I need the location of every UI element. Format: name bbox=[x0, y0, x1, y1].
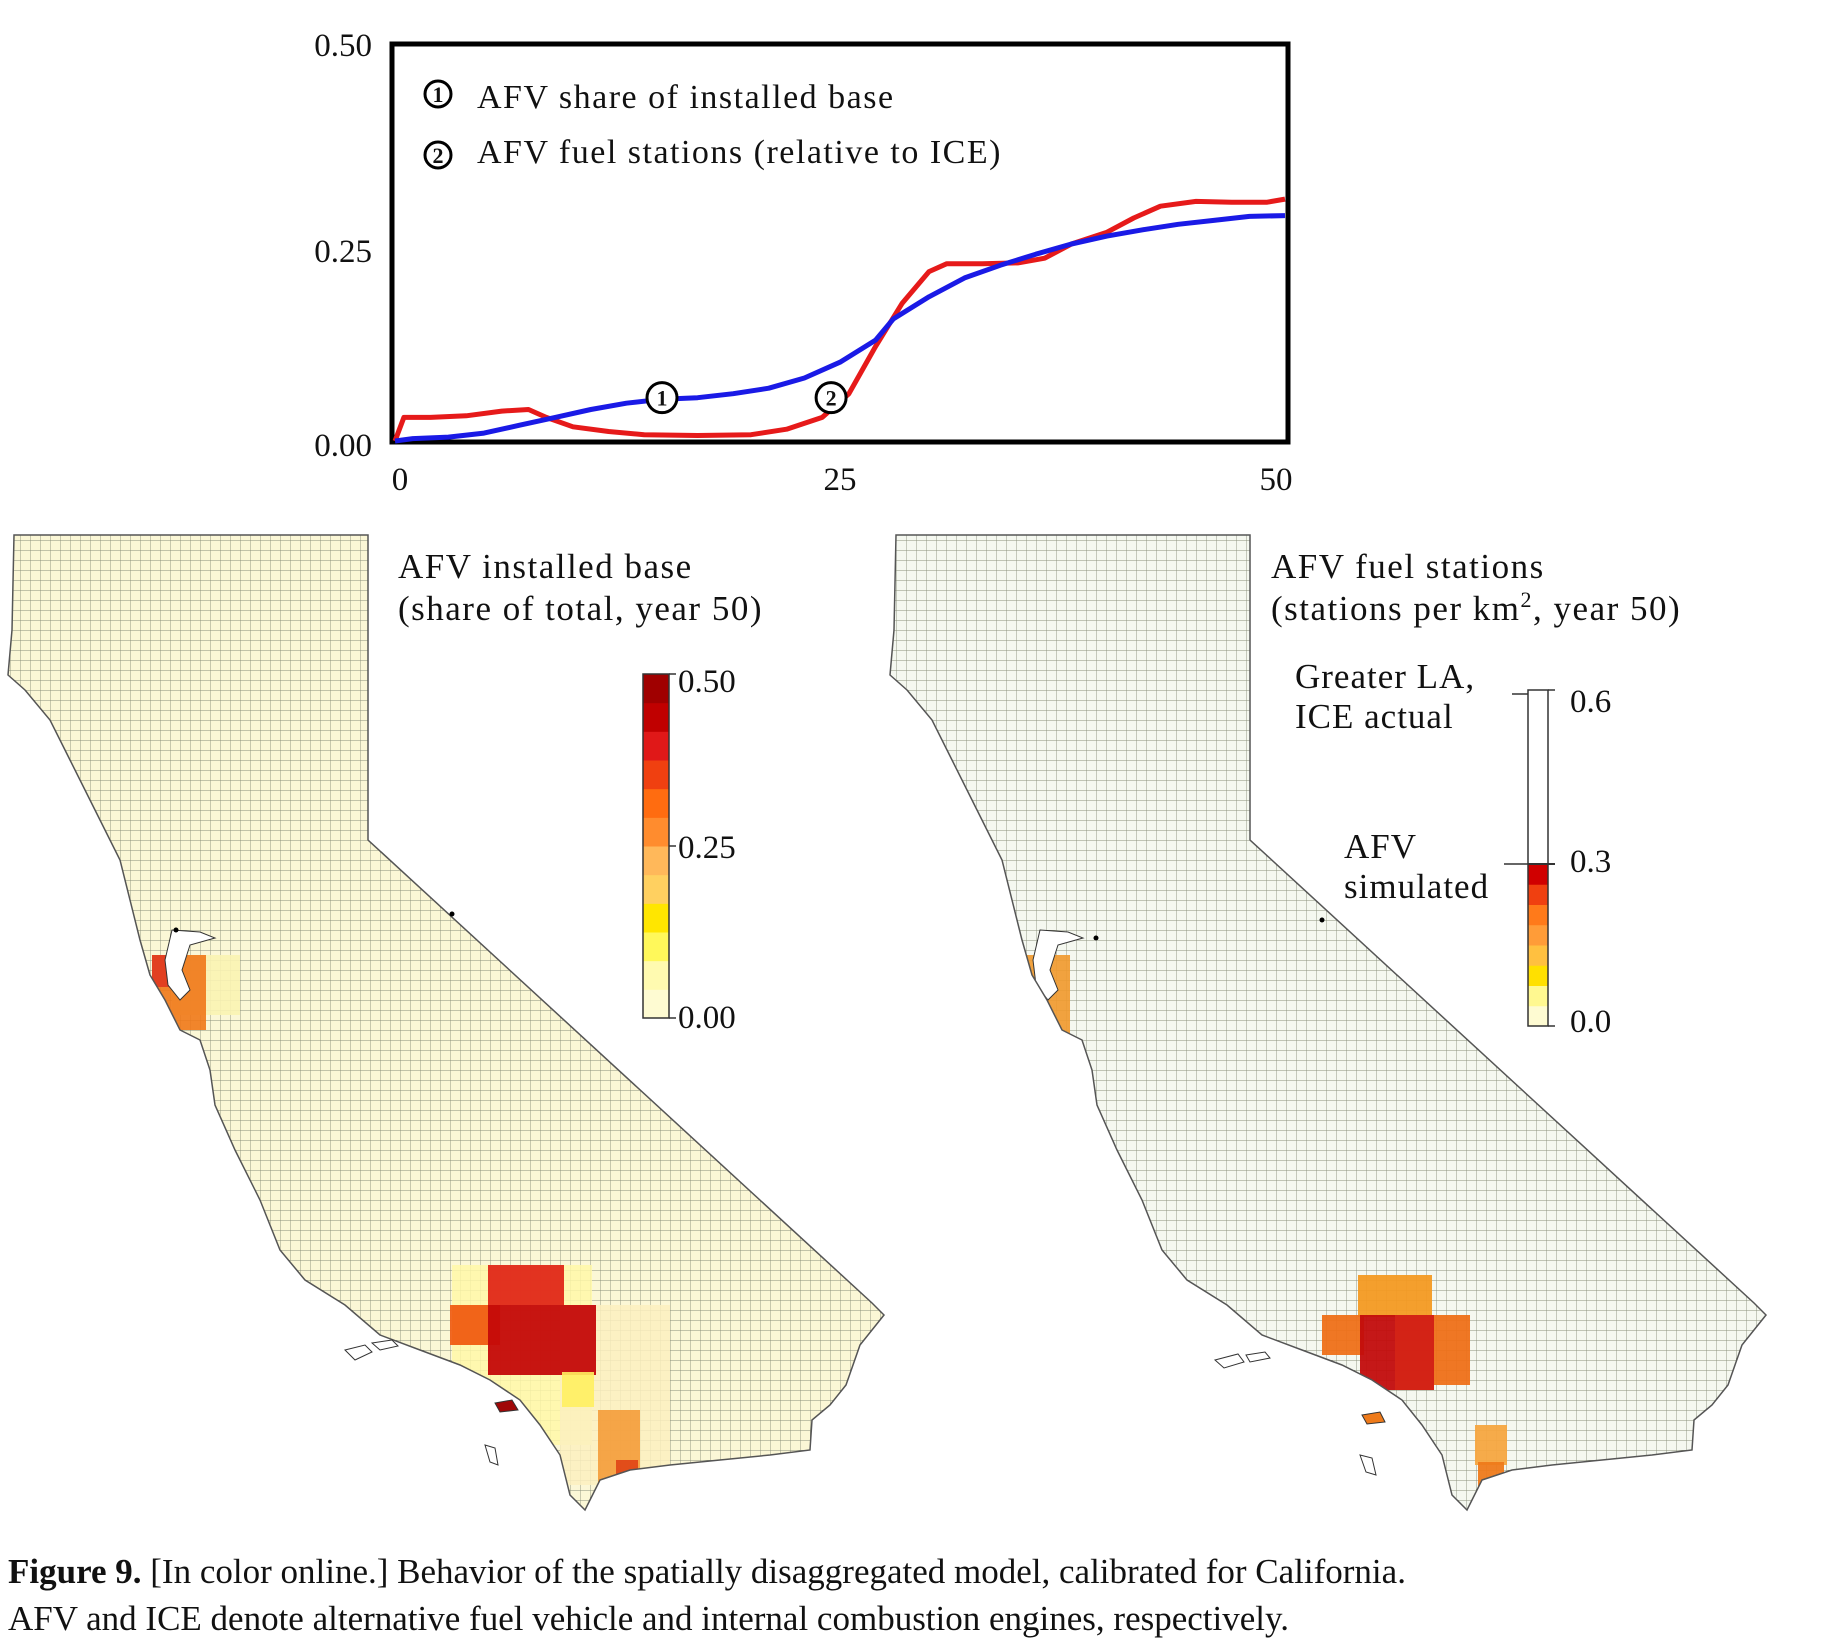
map-hotspot bbox=[1475, 1425, 1507, 1465]
legend-marker-1-number: 1 bbox=[433, 82, 444, 107]
colorbar-step bbox=[1528, 1005, 1548, 1027]
svg-text:2: 2 bbox=[826, 386, 837, 411]
colorbar-step bbox=[643, 760, 669, 790]
series-line-fuel-stations bbox=[392, 196, 1286, 442]
svg-text:1: 1 bbox=[657, 386, 668, 411]
x-tick-label: 0 bbox=[392, 462, 409, 498]
colorbar-step bbox=[1528, 945, 1548, 966]
map-hotspot bbox=[488, 1265, 564, 1305]
map-right-title-line1: AFV fuel stations bbox=[1271, 547, 1545, 586]
map-islands bbox=[1213, 1351, 1386, 1476]
map-hotspot bbox=[1358, 1275, 1432, 1317]
line-chart: 0.50 0.25 0.00 0 25 50 1 AFV share of in… bbox=[314, 28, 1292, 498]
colorbar-fuel-stations bbox=[1528, 864, 1548, 1027]
map-hotspot bbox=[488, 1305, 596, 1375]
colorbar-step bbox=[643, 960, 669, 990]
colorbar-step bbox=[643, 817, 669, 847]
map-hotspot bbox=[562, 1372, 594, 1407]
colorbar-frame bbox=[1527, 689, 1549, 1027]
colorbar-upper-band bbox=[1528, 690, 1548, 864]
colorbar-label: 0.6 bbox=[1570, 684, 1611, 720]
caption-label: Figure 9. bbox=[8, 1552, 142, 1591]
map-hotspot bbox=[1432, 1315, 1470, 1385]
figure-9: 0.50 0.25 0.00 0 25 50 1 AFV share of in… bbox=[7, 28, 1767, 1511]
upper-band-label-line1: Greater LA, bbox=[1295, 657, 1475, 696]
x-tick-label: 50 bbox=[1260, 462, 1293, 498]
colorbar-step bbox=[643, 846, 669, 876]
colorbar-step bbox=[1528, 864, 1548, 885]
legend-entry-1: AFV share of installed base bbox=[477, 79, 895, 116]
lower-band-label-line1: AFV bbox=[1344, 827, 1417, 866]
y-tick-label: 0.25 bbox=[314, 234, 372, 270]
colorbar-label: 0.00 bbox=[678, 1000, 736, 1036]
legend-marker-2 bbox=[423, 140, 453, 170]
colorbar-step bbox=[1528, 924, 1548, 946]
colorbar-label: 0.25 bbox=[678, 830, 736, 866]
bay-water bbox=[164, 929, 217, 1001]
map-right-title-line2: (stations per km2, year 50) bbox=[1271, 587, 1681, 628]
map-hotspot bbox=[1322, 1315, 1364, 1355]
map-left-title-line2: (share of total, year 50) bbox=[398, 589, 763, 628]
plot-frame bbox=[389, 41, 1291, 445]
colorbar-step bbox=[643, 702, 669, 732]
legend-marker-2-number: 2 bbox=[433, 143, 444, 168]
colorbar-label: 0.50 bbox=[678, 664, 736, 700]
lower-band-label-line2: simulated bbox=[1344, 867, 1489, 906]
colorbar-step bbox=[1528, 884, 1548, 905]
caption-line-1: Figure 9. [In color online.] Behavior of… bbox=[8, 1548, 1838, 1595]
caption-line-2: AFV and ICE denote alternative fuel vehi… bbox=[8, 1599, 1289, 1638]
y-tick-label: 0.00 bbox=[314, 428, 372, 464]
colorbar-installed-base bbox=[643, 674, 669, 1019]
map-left-title-line1: AFV installed base bbox=[398, 547, 693, 586]
caption-text-1: [In color online.] Behavior of the spati… bbox=[141, 1552, 1406, 1591]
colorbar-step bbox=[1528, 965, 1548, 986]
series-marker-2: 2 bbox=[814, 381, 848, 415]
figure-caption: Figure 9. [In color online.] Behavior of… bbox=[8, 1548, 1838, 1642]
bay-water bbox=[1032, 929, 1085, 1001]
city-dot bbox=[173, 927, 179, 933]
map-hotspot bbox=[1395, 1315, 1434, 1390]
colorbar-label: 0.3 bbox=[1570, 844, 1611, 880]
legend-marker-1 bbox=[423, 79, 453, 109]
map-islands bbox=[344, 1339, 519, 1466]
series-marker-1: 1 bbox=[645, 381, 679, 415]
y-tick-label: 0.50 bbox=[314, 28, 372, 64]
colorbar-step bbox=[643, 674, 669, 704]
map-hotspot bbox=[598, 1410, 640, 1492]
map-hotspot bbox=[616, 1460, 638, 1496]
colorbar-step bbox=[643, 788, 669, 818]
colorbar-label: 0.0 bbox=[1570, 1004, 1611, 1040]
colorbar-step bbox=[643, 989, 669, 1019]
map-grid bbox=[8, 535, 884, 1510]
x-tick-label: 25 bbox=[824, 462, 857, 498]
colorbar-step bbox=[643, 874, 669, 904]
map-afv-fuel-stations: AFV fuel stations (stations per km2, yea… bbox=[889, 534, 1767, 1511]
map-afv-installed-base: AFV installed base (share of total, year… bbox=[7, 534, 885, 1511]
colorbar-step bbox=[643, 903, 669, 933]
colorbar-step bbox=[1528, 985, 1548, 1007]
legend: 1 AFV share of installed base 2 AFV fuel… bbox=[423, 79, 1002, 171]
series-line-installed-base bbox=[394, 213, 1286, 444]
city-dot bbox=[1319, 917, 1325, 923]
city-dot bbox=[1093, 935, 1099, 941]
upper-band-label-line2: ICE actual bbox=[1295, 697, 1454, 736]
colorbar-step bbox=[1528, 904, 1548, 926]
city-dot bbox=[449, 911, 455, 917]
legend-entry-2: AFV fuel stations (relative to ICE) bbox=[477, 134, 1002, 171]
colorbar-step bbox=[643, 731, 669, 761]
colorbar-step bbox=[643, 932, 669, 962]
